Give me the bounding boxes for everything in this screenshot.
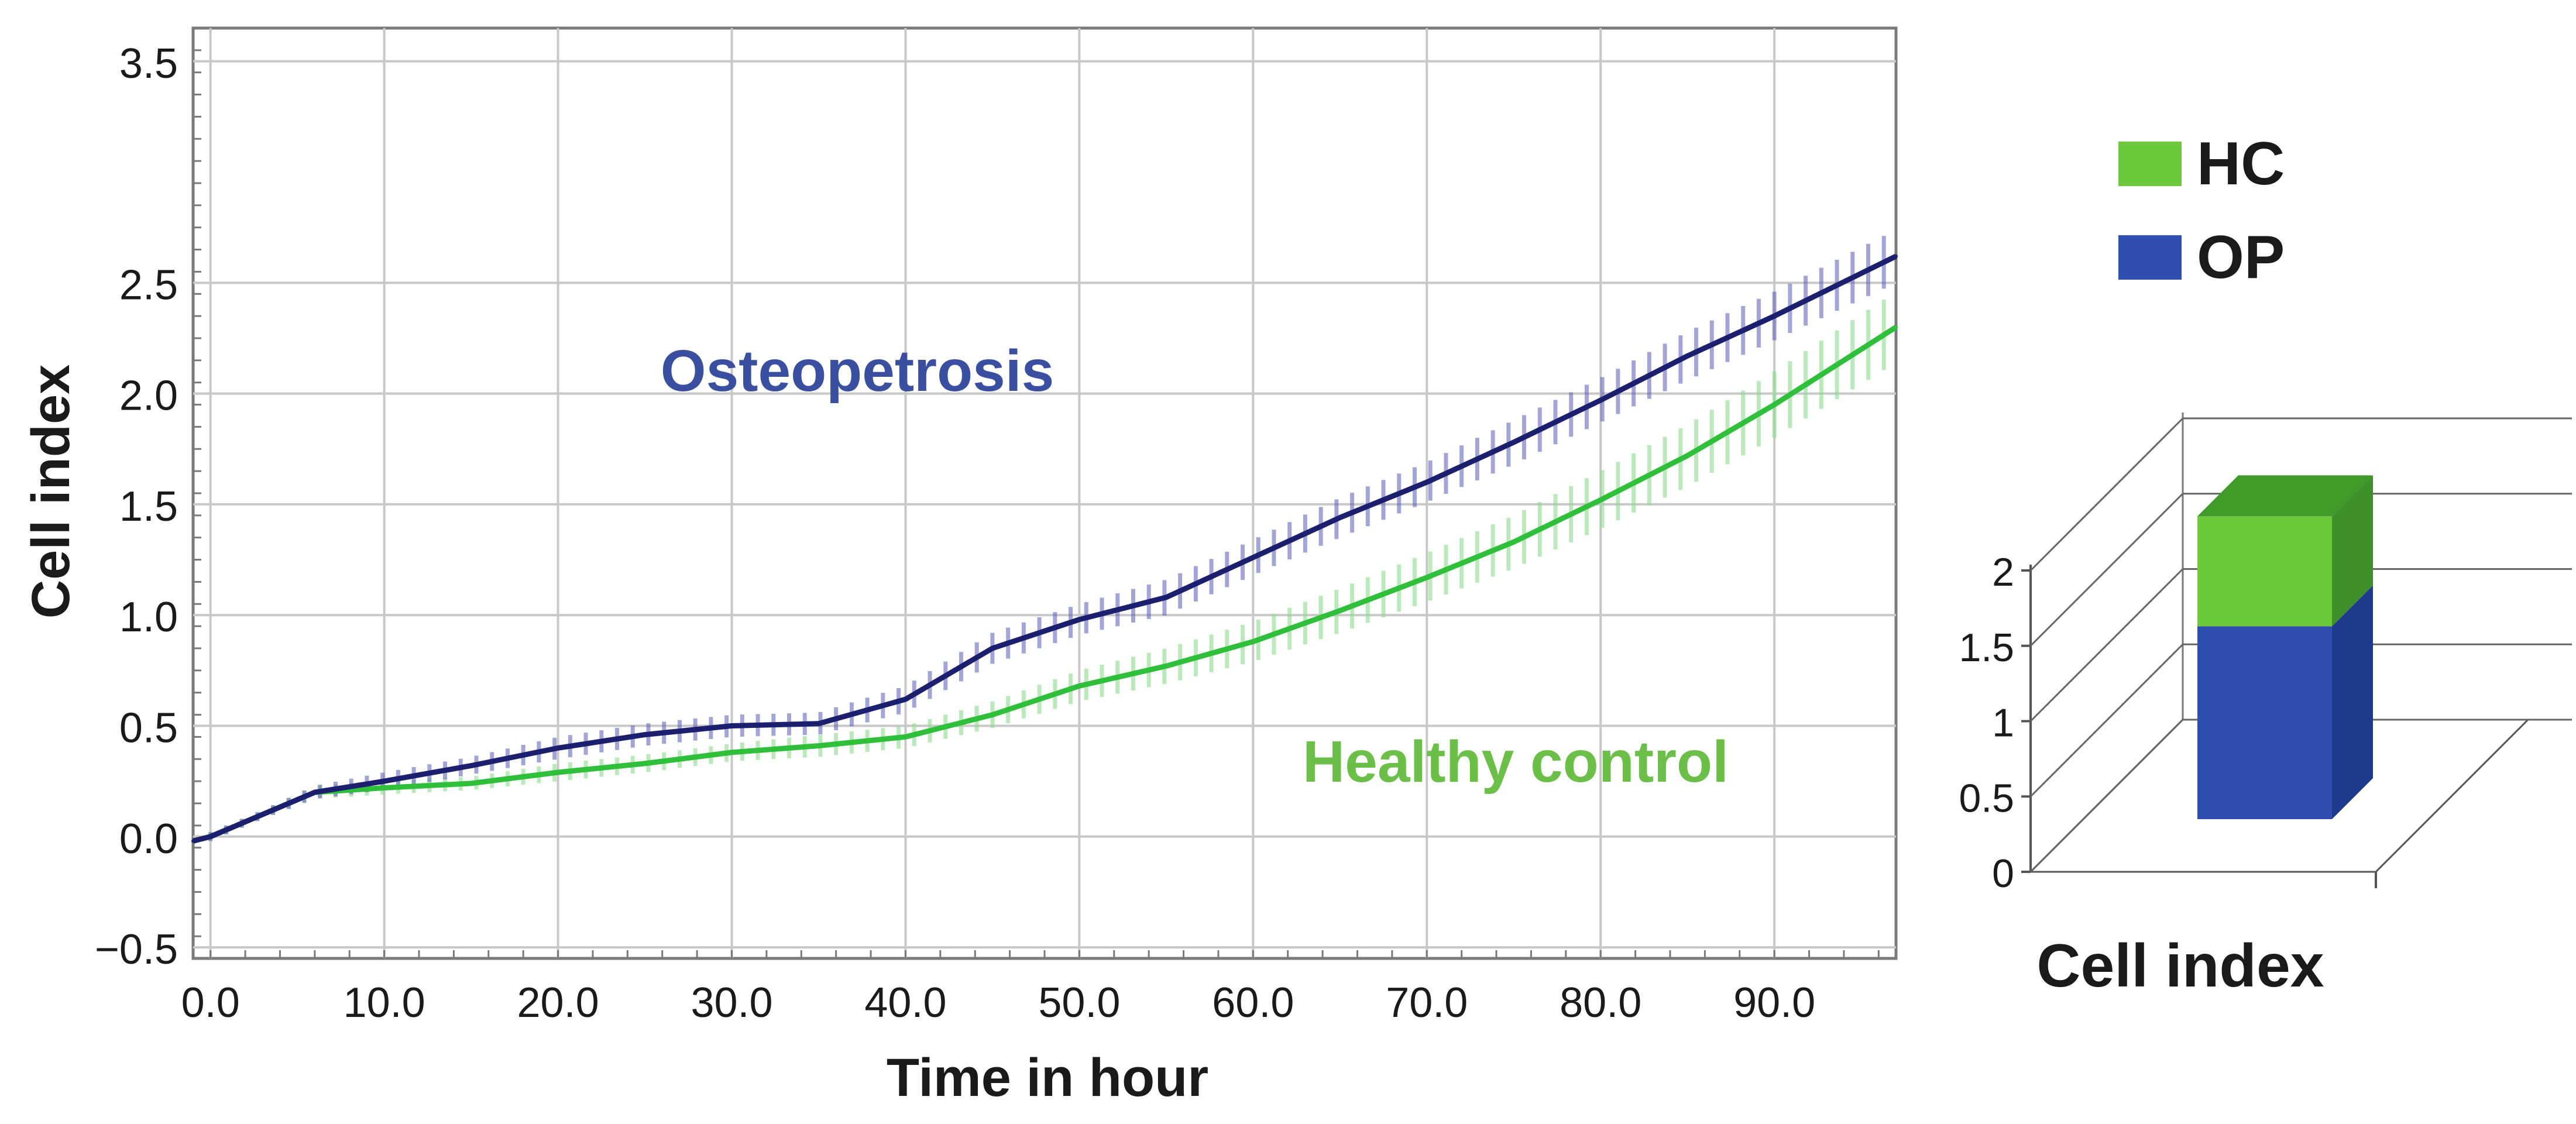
inset-gridline-side <box>2029 644 2184 798</box>
legend-label-hc: HC <box>2197 129 2285 198</box>
y-axis-label: Cell index <box>21 365 81 619</box>
data-point-hc <box>1251 640 1255 644</box>
x-tick-label: 50.0 <box>1038 979 1120 1026</box>
data-point-hc <box>1773 403 1777 407</box>
y-tick-label: 1.5 <box>119 483 178 530</box>
series-line-hc <box>192 325 1898 844</box>
data-point-op <box>208 834 212 838</box>
y-tick-label: 3.5 <box>119 40 178 87</box>
plot-background <box>191 26 1898 960</box>
series-lines <box>191 253 1898 844</box>
x-tick-label: 40.0 <box>864 979 946 1026</box>
x-tick-labels: 0.0 10.0 20.0 30.0 40.0 50.0 60.0 70.0 80.0 90.0 <box>181 979 1816 1026</box>
x-tick-label: 20.0 <box>517 979 599 1026</box>
data-point-op <box>1077 617 1081 621</box>
inset-gridline-side <box>2029 417 2184 572</box>
annotation-healthy-control: Healthy control <box>1303 729 1729 795</box>
time-course-chart: −0.50.00.51.01.52.02.53.5 0.0 10.0 20.0 30.… <box>21 26 1898 1108</box>
data-point-hc <box>1077 684 1081 688</box>
inset-y-tick-label: 1 <box>1992 701 2014 745</box>
data-point-op <box>730 724 734 728</box>
data-point-hc <box>1512 540 1516 544</box>
annotation-osteopetrosis: Osteopetrosis <box>661 338 1054 404</box>
gridlines <box>193 28 1896 960</box>
y-tick-label: 2.5 <box>119 262 178 308</box>
legend-label-op: OP <box>2197 223 2285 291</box>
bar-hc-side <box>2332 475 2373 627</box>
y-tick-label: 2.0 <box>119 373 178 420</box>
data-point-op <box>1773 314 1777 318</box>
data-point-hc <box>904 735 908 739</box>
inset-gridline-side <box>2029 493 2184 647</box>
inset-y-tick-labels: 0 0.5 1 1.5 2 <box>1959 550 2014 896</box>
inset-y-tick-label: 0 <box>1992 851 2014 896</box>
x-axis-label: Time in hour <box>887 1048 1208 1108</box>
x-tick-label: 10.0 <box>344 979 425 1026</box>
x-tick-label: 90.0 <box>1733 979 1815 1026</box>
data-point-op <box>260 812 265 816</box>
x-tick-label: 30.0 <box>691 979 772 1026</box>
x-tick-label: 0.0 <box>181 979 240 1026</box>
data-point-op <box>1894 254 1898 258</box>
legend-item-op: OP <box>2118 211 2285 304</box>
data-point-op <box>1338 515 1342 520</box>
data-point-op <box>382 779 386 783</box>
x-tick-label: 80.0 <box>1560 979 1641 1026</box>
x-tick-label: 60.0 <box>1212 979 1294 1026</box>
data-point-op <box>469 764 473 768</box>
y-tick-label: 0.0 <box>119 816 178 862</box>
data-point-hc <box>990 713 994 717</box>
legend-swatch-hc <box>2118 142 2182 186</box>
series-line-op <box>192 253 1897 844</box>
data-point-op <box>643 733 647 737</box>
data-point-op <box>312 790 317 795</box>
inset-x-axis-label: Cell index <box>2036 932 2324 1000</box>
data-point-hc <box>382 786 386 790</box>
y-tick-label: −0.5 <box>95 926 178 973</box>
data-point-hc <box>730 750 734 754</box>
bar-hc-front <box>2197 516 2332 627</box>
legend-item-hc: HC <box>2118 117 2285 211</box>
data-point-hc <box>816 744 820 748</box>
data-point-op <box>1425 480 1429 484</box>
legend-swatch-op <box>2118 235 2182 280</box>
data-point-hc <box>1338 609 1342 613</box>
data-point-hc <box>556 771 560 774</box>
data-point-op <box>904 697 908 702</box>
bar-op-front <box>2197 626 2332 819</box>
data-point-op <box>1685 354 1689 358</box>
data-point-hc <box>1164 664 1168 668</box>
inset-gridline-side <box>2029 568 2184 722</box>
y-tick-label: 1.0 <box>119 594 178 641</box>
data-point-op <box>556 746 560 750</box>
x-tick-label: 70.0 <box>1386 979 1468 1026</box>
data-point-hc <box>1685 453 1689 458</box>
inset-bars <box>2197 475 2373 819</box>
data-point-op <box>1512 440 1516 444</box>
inset-y-tick-label: 1.5 <box>1959 625 2014 670</box>
inset-gridline-side <box>2029 719 2184 873</box>
data-point-op <box>990 647 994 650</box>
data-point-op <box>191 839 195 843</box>
stacked-bar-chart-3d: 0 0.5 1 1.5 2 Cell index <box>1959 413 2572 1000</box>
y-tick-labels: −0.5 0.0 0.5 1.0 1.5 2.0 2.5 3.5 <box>95 40 178 973</box>
data-point-hc <box>469 781 473 785</box>
data-point-hc <box>643 761 647 765</box>
data-point-op <box>1164 595 1168 599</box>
inset-y-tick-label: 2 <box>1992 550 2014 594</box>
bar-op-side <box>2332 585 2373 819</box>
data-point-op <box>1599 398 1603 402</box>
data-point-hc <box>1599 498 1603 502</box>
data-point-hc <box>1894 325 1898 329</box>
data-point-op <box>1251 555 1255 559</box>
data-point-hc <box>1425 575 1429 579</box>
inset-y-tick-label: 0.5 <box>1959 776 2014 820</box>
y-tick-label: 0.5 <box>119 705 178 752</box>
bar-hc-top <box>2197 475 2373 517</box>
data-point-op <box>816 721 820 726</box>
legend: HC OP <box>2118 117 2285 304</box>
